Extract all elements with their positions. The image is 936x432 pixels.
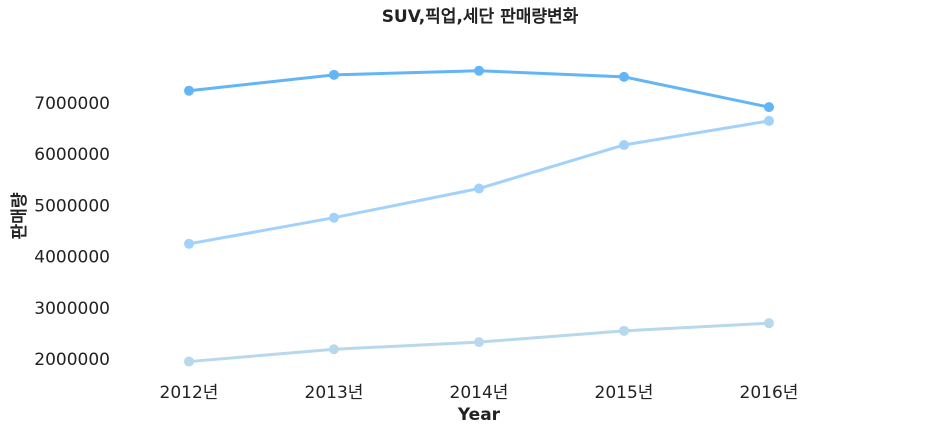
data-point <box>619 71 629 82</box>
y-axis-ticks: 2000000 3000000 4000000 5000000 6000000 70000… <box>34 94 110 370</box>
x-tick-label: 2012년 <box>160 383 219 403</box>
x-tick-label: 2015년 <box>595 383 654 403</box>
x-axis-ticks: 2012년 2013년 2014년 2015년 2016년 <box>160 383 799 403</box>
data-point <box>764 318 774 329</box>
data-point <box>764 115 774 126</box>
x-tick-label: 2016년 <box>740 383 799 403</box>
y-tick-label: 3000000 <box>34 299 110 319</box>
series-layer <box>184 65 774 367</box>
data-point <box>619 325 629 336</box>
data-point <box>619 139 629 150</box>
data-point <box>329 69 339 80</box>
data-point <box>474 65 484 76</box>
series-line <box>187 119 771 246</box>
data-point <box>764 102 774 113</box>
y-tick-label: 4000000 <box>34 248 110 268</box>
data-point <box>329 344 339 355</box>
y-tick-label: 7000000 <box>34 94 110 114</box>
y-tick-label: 5000000 <box>34 196 110 216</box>
x-tick-label: 2014년 <box>450 383 509 403</box>
data-point <box>184 356 194 367</box>
data-point <box>184 238 194 249</box>
data-point <box>474 183 484 194</box>
x-axis-label: Year <box>457 405 501 425</box>
series-line <box>187 69 771 109</box>
data-point <box>474 337 484 348</box>
series-1 <box>184 65 774 113</box>
series-3 <box>184 318 774 367</box>
y-axis-label: 판매량 <box>10 192 30 239</box>
x-tick-label: 2013년 <box>305 383 364 403</box>
series-2 <box>184 115 774 249</box>
y-tick-label: 2000000 <box>34 350 110 370</box>
y-tick-label: 6000000 <box>34 145 110 165</box>
chart-title: SUV,픽업,세단 판매량변화 <box>382 7 579 27</box>
data-point <box>184 85 194 96</box>
data-point <box>329 212 339 223</box>
